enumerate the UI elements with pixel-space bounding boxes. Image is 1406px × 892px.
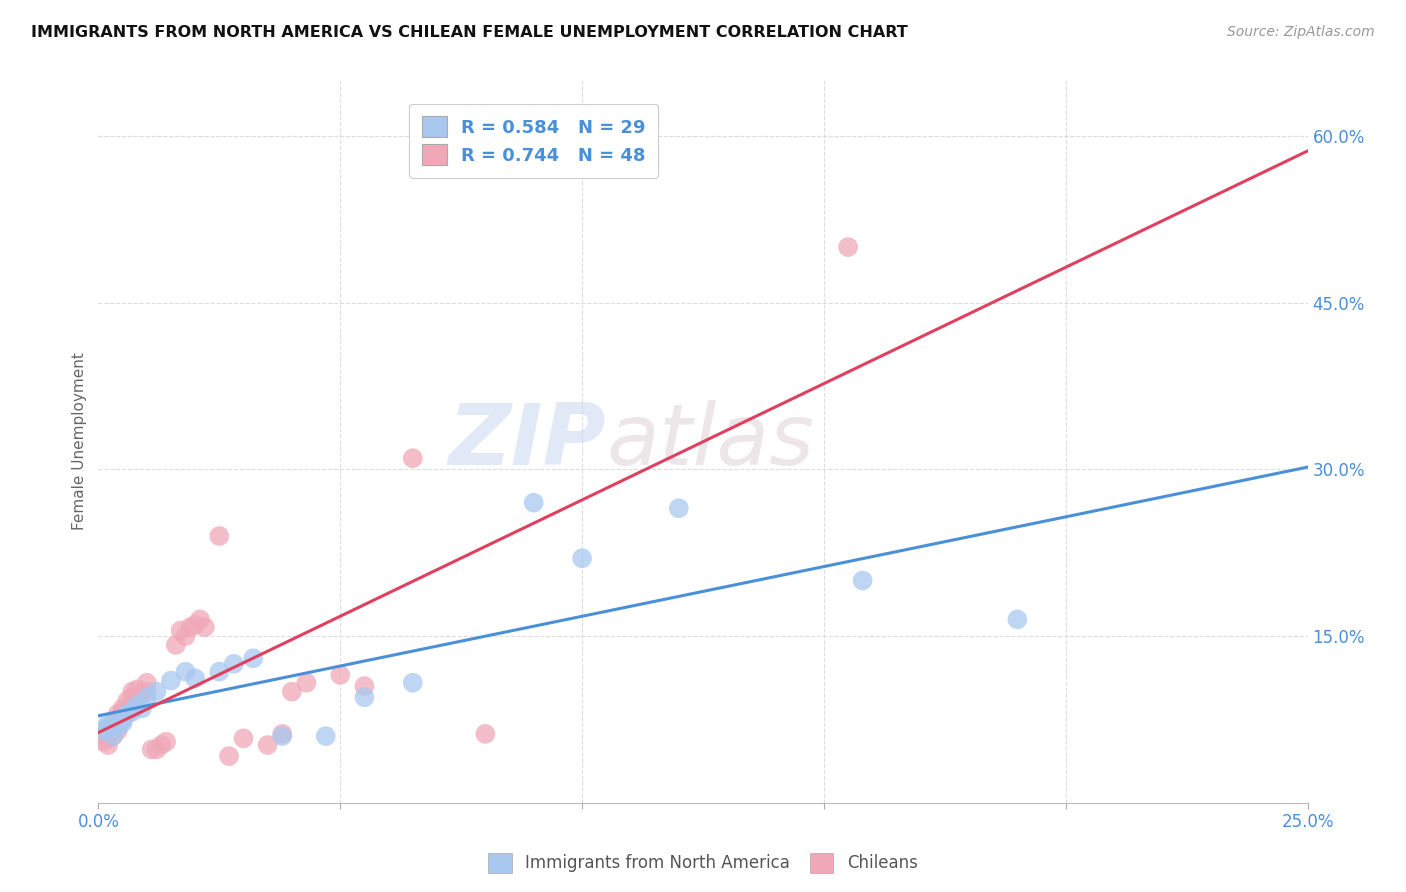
Point	[135, 675, 157, 690]
Point	[353, 679, 375, 693]
Point	[668, 501, 690, 516]
Point	[169, 624, 191, 638]
Point	[184, 671, 207, 685]
Point	[174, 665, 197, 679]
Point	[208, 665, 231, 679]
Point	[135, 684, 157, 698]
Point	[852, 574, 875, 588]
Point	[242, 651, 264, 665]
Point	[402, 451, 425, 466]
Point	[101, 720, 124, 734]
Point	[141, 742, 163, 756]
Legend: Immigrants from North America, Chileans: Immigrants from North America, Chileans	[482, 847, 924, 880]
Point	[188, 612, 211, 626]
Point	[155, 734, 177, 748]
Text: atlas: atlas	[606, 400, 814, 483]
Point	[131, 687, 153, 701]
Point	[523, 496, 546, 510]
Y-axis label: Female Unemployment: Female Unemployment	[72, 352, 87, 531]
Text: ZIP: ZIP	[449, 400, 606, 483]
Point	[179, 620, 201, 634]
Point	[91, 729, 114, 743]
Point	[232, 731, 254, 746]
Point	[91, 734, 114, 748]
Point	[117, 693, 139, 707]
Point	[107, 713, 129, 727]
Point	[107, 723, 129, 738]
Point	[150, 738, 173, 752]
Point	[256, 738, 278, 752]
Point	[837, 240, 859, 254]
Point	[194, 620, 217, 634]
Point	[160, 673, 183, 688]
Point	[315, 729, 337, 743]
Point	[271, 727, 294, 741]
Legend: R = 0.584   N = 29, R = 0.744   N = 48: R = 0.584 N = 29, R = 0.744 N = 48	[409, 103, 658, 178]
Point	[208, 529, 231, 543]
Point	[107, 706, 129, 721]
Point	[271, 729, 294, 743]
Point	[101, 718, 124, 732]
Point	[121, 701, 143, 715]
Point	[131, 701, 153, 715]
Point	[91, 723, 114, 738]
Point	[121, 690, 143, 705]
Point	[184, 618, 207, 632]
Point	[91, 723, 114, 738]
Point	[97, 720, 120, 734]
Point	[97, 738, 120, 752]
Point	[127, 698, 149, 712]
Point	[97, 723, 120, 738]
Point	[218, 749, 240, 764]
Point	[121, 705, 143, 719]
Point	[111, 705, 134, 719]
Point	[402, 675, 425, 690]
Point	[111, 713, 134, 727]
Point	[281, 684, 304, 698]
Point	[165, 638, 187, 652]
Point	[111, 715, 134, 730]
Point	[174, 629, 197, 643]
Point	[145, 742, 167, 756]
Point	[145, 684, 167, 698]
Point	[121, 684, 143, 698]
Point	[222, 657, 245, 671]
Point	[107, 720, 129, 734]
Point	[571, 551, 593, 566]
Point	[474, 727, 496, 741]
Text: Source: ZipAtlas.com: Source: ZipAtlas.com	[1227, 25, 1375, 39]
Point	[329, 668, 352, 682]
Point	[101, 729, 124, 743]
Point	[1007, 612, 1029, 626]
Point	[117, 706, 139, 721]
Point	[127, 682, 149, 697]
Point	[127, 690, 149, 705]
Point	[111, 713, 134, 727]
Text: IMMIGRANTS FROM NORTH AMERICA VS CHILEAN FEMALE UNEMPLOYMENT CORRELATION CHART: IMMIGRANTS FROM NORTH AMERICA VS CHILEAN…	[31, 25, 908, 40]
Point	[353, 690, 375, 705]
Point	[135, 690, 157, 705]
Point	[101, 729, 124, 743]
Point	[111, 701, 134, 715]
Point	[97, 715, 120, 730]
Point	[295, 675, 318, 690]
Point	[97, 731, 120, 746]
Point	[101, 715, 124, 730]
Point	[117, 705, 139, 719]
